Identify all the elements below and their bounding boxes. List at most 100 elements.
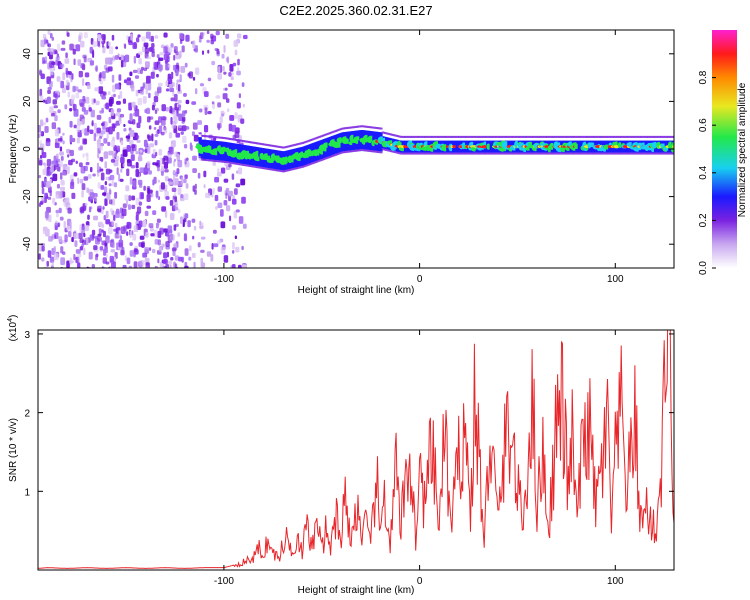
heatmap-cell — [494, 152, 497, 155]
heatmap-cell — [199, 83, 205, 87]
heatmap-cell — [403, 152, 407, 155]
heatmap-cell — [348, 150, 351, 153]
heatmap-cell — [554, 135, 557, 138]
heatmap-cell — [225, 205, 231, 212]
heatmap-cell — [111, 241, 115, 249]
heatmap-cell — [184, 265, 189, 268]
heatmap-cell — [237, 163, 240, 166]
heatmap-cell — [73, 254, 76, 261]
heatmap-cell — [108, 183, 112, 187]
heatmap-cell — [654, 135, 657, 138]
heatmap-cell — [173, 46, 178, 54]
heatmap-cell — [454, 152, 457, 155]
heatmap-cell — [291, 168, 294, 171]
heatmap-cell — [90, 109, 95, 118]
heatmap-cell — [103, 35, 106, 44]
heatmap-cell — [44, 162, 47, 170]
heatmap-cell — [105, 219, 111, 225]
heatmap-cell — [433, 135, 436, 138]
heatmap-cell — [482, 152, 485, 155]
y-tick-label: 20 — [22, 95, 33, 107]
heatmap-cell — [142, 252, 148, 258]
heatmap-cell — [419, 152, 422, 155]
heatmap-cell — [550, 135, 553, 138]
heatmap-cell — [120, 226, 126, 235]
heatmap-cell — [108, 176, 112, 181]
heatmap-cell — [526, 135, 529, 138]
heatmap-cell — [192, 122, 198, 130]
heatmap-cell — [177, 232, 181, 237]
heatmap-cell — [99, 110, 104, 114]
heatmap-cell — [463, 135, 467, 138]
heatmap-cell — [445, 135, 448, 138]
heatmap-cell — [338, 152, 341, 155]
heatmap-cell — [79, 207, 85, 213]
heatmap-cell — [596, 135, 599, 138]
heatmap-cell — [122, 149, 128, 157]
heatmap-cell — [46, 260, 49, 267]
heatmap-cell — [163, 252, 168, 259]
heatmap-cell — [655, 152, 658, 155]
heatmap-cell — [183, 233, 187, 242]
heatmap-cell — [298, 166, 301, 169]
heatmap-cell — [60, 80, 65, 89]
heatmap-cell — [420, 135, 423, 138]
heatmap-cell — [116, 108, 122, 113]
heatmap-cell — [492, 135, 495, 138]
heatmap-cell — [148, 223, 154, 228]
heatmap-cell — [490, 152, 494, 155]
heatmap-cell — [368, 149, 371, 152]
heatmap-cell — [533, 135, 536, 138]
heatmap-cell — [184, 62, 188, 68]
heatmap-cell — [48, 80, 53, 88]
heatmap-cell — [203, 184, 206, 189]
heatmap-cell — [410, 135, 414, 138]
heatmap-cell — [416, 152, 420, 155]
heatmap-cell — [78, 70, 83, 78]
heatmap-cell — [383, 148, 387, 151]
heatmap-cell — [158, 149, 163, 156]
heatmap-cell — [600, 135, 603, 138]
heatmap-cell — [219, 116, 223, 124]
heatmap-cell — [369, 126, 373, 129]
heatmap-cell — [530, 135, 533, 138]
heatmap-cell — [489, 152, 492, 155]
heatmap-cell — [233, 138, 236, 141]
heatmap-cell — [406, 152, 409, 155]
heatmap-cell — [51, 260, 54, 268]
heatmap-cell — [51, 122, 57, 130]
heatmap-cell — [217, 160, 220, 163]
heatmap-cell — [231, 72, 234, 76]
heatmap-cell — [264, 143, 267, 146]
heatmap-cell — [139, 149, 143, 153]
heatmap-cell — [420, 152, 423, 155]
heatmap-cell — [509, 152, 512, 155]
heatmap-cell — [621, 152, 624, 155]
heatmap-cell — [391, 133, 394, 136]
heatmap-cell — [459, 135, 462, 138]
heatmap-cell — [440, 152, 443, 155]
heatmap-cell — [517, 152, 521, 155]
heatmap-cell — [143, 42, 149, 48]
heatmap-cell — [394, 134, 397, 137]
heatmap-cell — [104, 246, 108, 254]
heatmap-cell — [293, 143, 296, 146]
heatmap-cell — [213, 136, 216, 139]
heatmap-cell — [538, 135, 542, 138]
heatmap-cell — [563, 135, 566, 138]
heatmap-cell — [635, 152, 638, 155]
heatmap-cell — [334, 130, 337, 133]
heatmap-cell — [412, 152, 415, 155]
heatmap-cell — [67, 154, 70, 158]
heatmap-cell — [122, 163, 125, 168]
heatmap-cell — [507, 135, 510, 138]
heatmap-cell — [437, 135, 441, 138]
heatmap-cell — [490, 140, 494, 153]
y-tick-label: 2 — [24, 409, 30, 420]
heatmap-cell — [329, 131, 333, 134]
heatmap-cell — [312, 161, 315, 164]
heatmap-cell — [47, 43, 52, 48]
heatmap-cell — [110, 108, 115, 116]
heatmap-cell — [176, 62, 179, 69]
heatmap-cell — [364, 149, 367, 152]
